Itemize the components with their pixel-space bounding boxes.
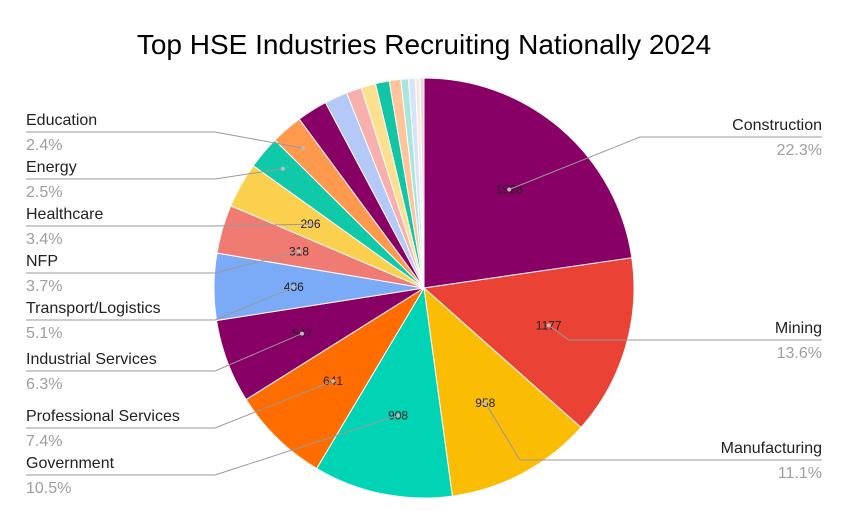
slice-name-mining: Mining	[775, 320, 822, 337]
slice-pct-transport-logistics: 5.1%	[26, 325, 62, 342]
slice-pct-government: 10.5%	[26, 480, 71, 497]
slice-pct-nfp: 3.7%	[26, 278, 62, 295]
slice-name-industrial-services: Industrial Services	[26, 351, 157, 368]
leader-dot-education	[301, 146, 306, 151]
leader-dot-nfp	[297, 249, 301, 254]
pie-slice-professional-services	[245, 287, 425, 470]
leader-line-manufacturing	[484, 402, 822, 461]
slice-pct-industrial-services: 6.3%	[26, 376, 62, 393]
leader-line-education	[26, 131, 304, 149]
leader-line-energy	[26, 168, 283, 180]
slice-name-government: Government	[26, 455, 115, 472]
leader-dot-healthcare	[308, 222, 313, 227]
pie-slice-other-20	[419, 77, 425, 289]
slice-pct-manufacturing: 11.1%	[778, 465, 822, 482]
slice-name-manufacturing: Manufacturing	[721, 440, 822, 457]
pie-slice-government	[315, 286, 453, 499]
leader-dot-manufacturing	[483, 400, 488, 405]
leader-line-industrial-services	[26, 333, 303, 372]
slice-name-energy: Energy	[26, 159, 77, 176]
chart-title: Top HSE Industries Recruiting Nationally…	[137, 29, 711, 60]
slice-pct-healthcare: 3.4%	[26, 231, 62, 248]
pie-slice-manufacturing	[423, 286, 582, 497]
slice-pct-education: 2.4%	[26, 137, 62, 154]
slice-name-construction: Construction	[732, 117, 822, 134]
leader-line-construction	[509, 136, 822, 190]
leader-line-mining	[548, 324, 822, 341]
pie-slice-construction	[423, 77, 633, 289]
leader-dot-government	[396, 413, 401, 418]
leader-line-government	[26, 415, 399, 476]
leader-line-transport-logistics	[26, 286, 294, 321]
leader-dot-transport-logistics	[291, 285, 296, 290]
slice-name-transport-logistics: Transport/Logistics	[26, 300, 161, 317]
leader-lines	[26, 131, 822, 476]
pie-slices	[213, 77, 635, 499]
slice-pct-professional-services: 7.4%	[26, 433, 62, 450]
leader-line-nfp	[26, 250, 300, 274]
leader-dot-professional-services	[331, 379, 335, 384]
leader-dot-construction	[507, 187, 512, 192]
slice-pct-construction: 22.3%	[777, 142, 822, 159]
leader-dot-energy	[280, 166, 285, 171]
slice-name-education: Education	[26, 112, 97, 129]
slice-name-nfp: NFP	[26, 253, 58, 270]
slice-pct-mining: 13.6%	[777, 345, 822, 362]
pie-slice-mining	[422, 257, 635, 429]
outer-labels: Construction 22.3% Mining 13.6% Manufacturin…	[26, 112, 822, 497]
slice-pct-energy: 2.5%	[26, 184, 62, 201]
leader-dot-mining	[546, 323, 551, 328]
leader-dot-industrial-services	[300, 331, 304, 336]
slice-name-healthcare: Healthcare	[26, 206, 103, 223]
leader-line-professional-services	[26, 380, 334, 429]
slice-name-professional-services: Professional Services	[26, 408, 180, 425]
leader-line-healthcare	[26, 223, 311, 227]
